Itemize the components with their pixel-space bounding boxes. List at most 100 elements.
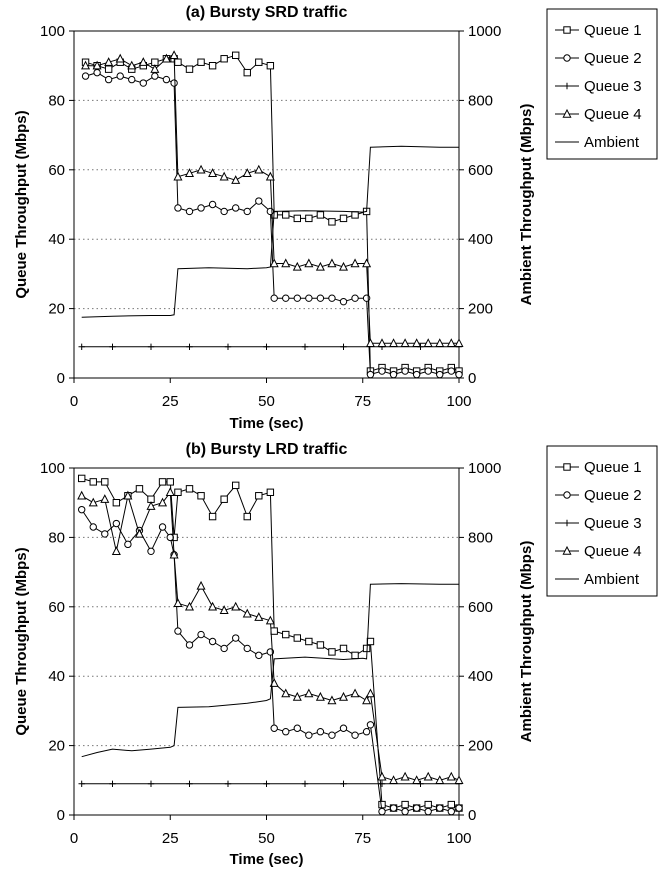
data-point: [327, 258, 337, 268]
data-point: [269, 258, 279, 268]
y2-tick-label: 200: [468, 738, 493, 755]
data-point: [304, 258, 314, 268]
data-point: [100, 494, 110, 503]
data-point: [78, 505, 86, 514]
data-point: [89, 523, 97, 531]
series-ambient: [81, 583, 459, 758]
data-point: [169, 50, 179, 59]
data-point: [232, 51, 240, 59]
data-point: [412, 775, 422, 784]
data-point: [147, 547, 155, 555]
data-point: [281, 688, 291, 698]
data-point: [365, 688, 375, 698]
data-point: [412, 338, 422, 347]
data-point: [184, 168, 195, 177]
data-point: [435, 338, 445, 347]
data-point: [389, 804, 398, 812]
x-tick-label: 100: [446, 393, 471, 410]
data-point: [436, 804, 444, 812]
data-point: [158, 497, 168, 507]
legend: Queue 1 Queue 2 Queue 3 Queue 4 Ambient: [546, 8, 658, 160]
data-point: [366, 721, 375, 729]
data-point: [293, 634, 302, 642]
y-axis-label: Queue Throughput (Mbps): [13, 547, 30, 735]
data-point: [423, 338, 433, 347]
data-point: [81, 72, 90, 80]
chart-b: (b) Bursty LRD traffic020406080100020040…: [13, 441, 658, 868]
legend-label: Queue 2: [584, 487, 642, 504]
legend-label: Queue 1: [584, 459, 642, 476]
data-point: [78, 474, 86, 483]
data-point: [351, 294, 359, 302]
data-point: [147, 780, 155, 787]
data-point: [315, 261, 325, 271]
data-point: [340, 780, 347, 787]
data-point: [455, 804, 463, 812]
data-point: [186, 343, 193, 350]
data-point: [89, 478, 97, 486]
x-tick-label: 50: [258, 393, 275, 410]
y-tick-label: 20: [48, 738, 65, 755]
legend-box: [546, 8, 658, 160]
data-point: [185, 207, 194, 216]
data-point: [351, 211, 359, 219]
data-point: [328, 648, 336, 656]
data-point: [339, 297, 348, 306]
data-point: [138, 57, 148, 66]
data-point: [436, 370, 444, 379]
data-point: [208, 62, 217, 70]
data-point: [454, 775, 464, 784]
data-point: [220, 495, 228, 503]
series-line: [81, 145, 459, 318]
data-point: [139, 79, 148, 87]
data-point: [424, 367, 432, 375]
chart-title: (a) Bursty SRD traffic: [186, 4, 348, 21]
data-point: [401, 367, 409, 375]
y-tick-label: 100: [40, 460, 65, 477]
data-point: [104, 57, 114, 66]
data-point: [293, 724, 301, 732]
data-point: [282, 211, 290, 219]
data-point: [266, 62, 275, 70]
data-point: [173, 171, 183, 181]
data-point: [255, 492, 263, 500]
data-point: [339, 724, 348, 732]
data-point: [150, 64, 160, 73]
y2-tick-label: 1000: [468, 460, 501, 477]
plot-frame: [73, 467, 460, 816]
y-tick-label: 100: [40, 23, 65, 40]
data-point: [366, 370, 375, 379]
data-point: [158, 523, 167, 531]
data-point: [88, 497, 98, 507]
data-point: [270, 627, 278, 635]
data-point: [351, 731, 359, 739]
data-point: [112, 519, 121, 528]
data-point: [412, 370, 421, 379]
series-line: [81, 509, 460, 813]
data-point: [101, 478, 109, 486]
legend-marker: [562, 108, 572, 118]
data-point: [147, 343, 155, 350]
data-point: [162, 75, 171, 84]
data-point: [185, 65, 194, 73]
series-queue-1: [78, 474, 463, 812]
x-tick-label: 0: [70, 830, 78, 847]
x-tick-label: 0: [70, 393, 78, 410]
data-point: [423, 771, 433, 781]
data-point: [208, 601, 218, 611]
data-point: [316, 211, 325, 219]
series-ambient: [81, 145, 459, 318]
data-point: [232, 481, 240, 490]
legend-label: Ambient: [584, 134, 640, 151]
data-point: [255, 58, 263, 66]
data-point: [293, 294, 301, 302]
data-point: [293, 214, 302, 223]
chart-a: (a) Bursty SRD traffic020406080100020040…: [13, 4, 658, 432]
data-point: [208, 200, 217, 209]
y2-tick-label: 800: [468, 529, 493, 546]
data-point: [184, 601, 195, 611]
data-point: [243, 68, 251, 77]
data-point: [362, 728, 371, 736]
data-point: [254, 612, 264, 621]
y-tick-label: 80: [48, 529, 65, 546]
